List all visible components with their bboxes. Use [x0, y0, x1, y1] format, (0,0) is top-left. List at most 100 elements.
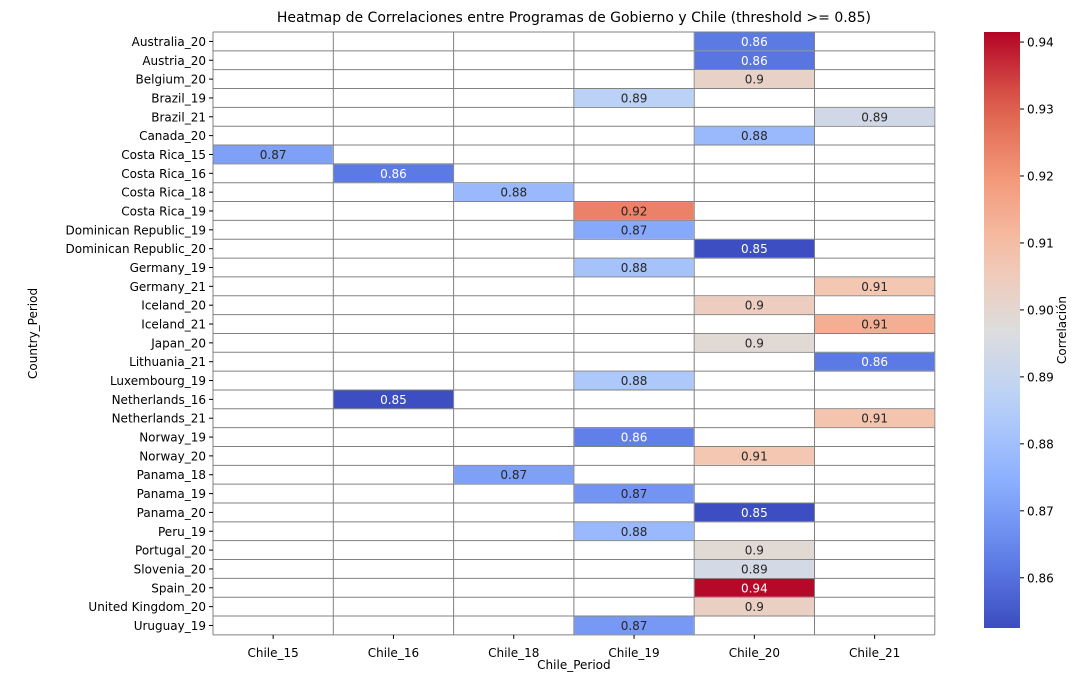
heatmap-cell: [213, 145, 333, 164]
y-tick-label: Belgium_20: [136, 73, 206, 87]
x-tick-label: Chile_19: [608, 646, 659, 660]
colorbar-tick-label: 0.90: [1027, 303, 1054, 317]
heatmap-cell: [694, 51, 814, 70]
y-tick-label: Brazil_21: [151, 110, 206, 124]
heatmap-grid: [212, 31, 936, 636]
x-tick-label: Chile_21: [849, 646, 900, 660]
y-tick-label: Panama_18: [137, 468, 206, 482]
y-tick-label: Netherlands_16: [112, 393, 206, 407]
y-tick-label: Norway_20: [139, 449, 206, 463]
heatmap-cell: [333, 164, 454, 183]
cell-value-label: 0.88: [621, 525, 648, 539]
heatmap-cell: [574, 484, 694, 503]
heatmap-cell: [574, 258, 694, 277]
colorbar-tick-label: 0.93: [1027, 103, 1054, 117]
x-tick-label: Chile_15: [247, 646, 298, 660]
heatmap-cell: [574, 428, 694, 446]
cell-value-label: 0.92: [621, 204, 648, 218]
cell-value-label: 0.88: [621, 261, 648, 275]
heatmap-cell: [333, 390, 454, 409]
cell-value-label: 0.87: [621, 487, 648, 501]
colorbar-tick-label: 0.87: [1027, 504, 1054, 518]
cell-value-label: 0.86: [741, 54, 768, 68]
heatmap-cell: [694, 239, 814, 258]
cell-value-label: 0.85: [741, 506, 768, 520]
heatmap-cell: [574, 616, 694, 635]
y-tick-label: Slovenia_20: [134, 562, 206, 576]
heatmap-cell: [815, 107, 935, 126]
x-tick-labels: Chile_15 Chile_16 Chile_18 Chile_19 Chile_20…: [247, 634, 900, 660]
y-tick-label: Panama_19: [137, 487, 206, 501]
cell-value-label: 0.85: [741, 242, 768, 256]
cell-value-label: 0.86: [380, 167, 407, 181]
y-tick-label: Portugal_20: [135, 544, 206, 558]
heatmap-cell: [815, 352, 935, 371]
heatmap-cell: [454, 183, 574, 202]
y-tick-label: Canada_20: [139, 129, 206, 143]
cell-value-label: 0.86: [861, 355, 888, 369]
cell-value-label: 0.91: [861, 318, 888, 332]
cell-value-label: 0.89: [621, 91, 648, 105]
heatmap-cell: [694, 560, 814, 578]
colorbar-gradient: [984, 32, 1020, 628]
colorbar: 0.86 0.87 0.88 0.89 0.90 0.91 0.92 0.93 0.94: [984, 32, 1054, 628]
cell-value-label: 0.87: [621, 619, 648, 633]
heatmap-cell: [694, 503, 814, 522]
cell-value-label: 0.89: [741, 562, 768, 576]
y-tick-label: Costa Rica_19: [121, 204, 206, 218]
cell-value-label: 0.86: [741, 35, 768, 49]
heatmap-cell: [694, 597, 814, 616]
heatmap-cell: [574, 522, 694, 541]
x-tick-label: Chile_16: [368, 646, 419, 660]
y-tick-label: Costa Rica_18: [121, 186, 206, 200]
heatmap-cell: [694, 296, 814, 315]
y-tick-label: Germany_21: [130, 280, 206, 294]
heatmap-cell: [694, 126, 814, 145]
y-tick-label: Netherlands_21: [112, 412, 206, 426]
heatmap-cell: [574, 202, 694, 220]
heatmap-cell: [815, 315, 935, 333]
colorbar-tick-label: 0.91: [1027, 236, 1054, 250]
colorbar-tick-label: 0.89: [1027, 370, 1054, 384]
cell-value-label: 0.9: [745, 544, 764, 558]
heatmap-cells: 0.86 0.86 0.9 0.89 0.89 0.88 0.87 0.86 0.88 0.92 0…: [213, 32, 935, 635]
y-tick-label: Costa Rica_15: [121, 148, 206, 162]
colorbar-tick-label: 0.86: [1027, 571, 1054, 585]
cell-value-label: 0.88: [741, 129, 768, 143]
y-tick-label: Dominican Republic_19: [66, 223, 206, 237]
cell-value-label: 0.91: [861, 412, 888, 426]
y-tick-label: Iceland_20: [141, 299, 206, 313]
colorbar-tick-label: 0.88: [1027, 437, 1054, 451]
cell-value-label: 0.86: [621, 431, 648, 445]
heatmap-cell: [694, 32, 814, 51]
y-tick-label: Dominican Republic_20: [66, 242, 206, 256]
heatmap-cell: [574, 371, 694, 390]
heatmap-cell: [574, 89, 694, 107]
cell-value-label: 0.94: [741, 581, 768, 595]
y-tick-label: Uruguay_19: [134, 619, 206, 633]
cell-value-label: 0.91: [861, 280, 888, 294]
y-tick-label: Australia_20: [132, 35, 206, 49]
heatmap-cell: [694, 70, 814, 89]
heatmap-cell: [815, 409, 935, 428]
colorbar-tick-label: 0.92: [1027, 169, 1054, 183]
heatmap-cell: [574, 220, 694, 239]
chart-title: Heatmap de Correlaciones entre Programas…: [277, 10, 871, 26]
heatmap-cell: [694, 446, 814, 465]
heatmap-cell: [454, 465, 574, 484]
cell-value-label: 0.9: [745, 73, 764, 87]
y-tick-label: Luxembourg_19: [110, 374, 206, 388]
cell-value-label: 0.89: [861, 110, 888, 124]
cell-value-label: 0.87: [621, 223, 648, 237]
colorbar-tick-label: 0.94: [1027, 36, 1054, 50]
y-tick-label: Panama_20: [137, 506, 206, 520]
y-tick-label: Iceland_21: [141, 318, 206, 332]
y-tick-label: Austria_20: [142, 54, 206, 68]
heatmap-cell: [694, 541, 814, 560]
cell-value-label: 0.88: [500, 186, 527, 200]
y-tick-label: Spain_20: [151, 581, 206, 595]
heatmap-cell: [815, 277, 935, 296]
cell-value-label: 0.88: [621, 374, 648, 388]
